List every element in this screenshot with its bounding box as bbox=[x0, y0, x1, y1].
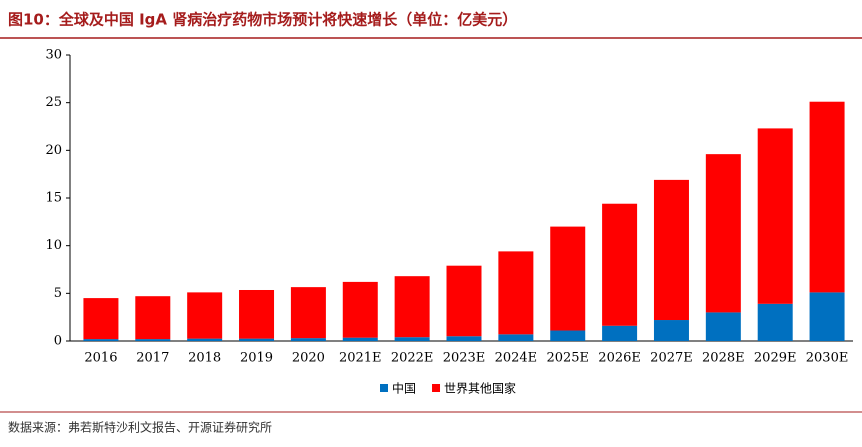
x-tick-label: 2021E bbox=[339, 351, 382, 366]
bar-segment bbox=[187, 338, 223, 341]
y-tick-label: 25 bbox=[45, 95, 62, 110]
bar-segment bbox=[653, 320, 689, 341]
y-tick-label: 5 bbox=[54, 286, 62, 301]
chart-title: 图10：全球及中国 IgA 肾病治疗药物市场预计将快速增长（单位：亿美元） bbox=[8, 11, 517, 29]
bar-segment bbox=[83, 339, 119, 341]
x-tick-label: 2027E bbox=[650, 351, 693, 366]
y-tick-label: 15 bbox=[45, 191, 62, 206]
x-tick-label: 2030E bbox=[806, 351, 849, 366]
x-tick-label: 2023E bbox=[443, 351, 486, 366]
x-tick-label: 2018 bbox=[188, 351, 221, 366]
bar-segment bbox=[135, 339, 171, 341]
source: 数据来源：弗若斯特沙利文报告、开源证券研究所 bbox=[8, 420, 272, 435]
bar-segment bbox=[757, 128, 793, 304]
bar-segment bbox=[290, 338, 326, 341]
bar-segment bbox=[602, 203, 638, 326]
x-tick-label: 2022E bbox=[391, 351, 434, 366]
legend-label: 世界其他国家 bbox=[444, 381, 516, 396]
bar-segment bbox=[705, 154, 741, 313]
legend-swatch bbox=[380, 384, 388, 392]
bar-segment bbox=[550, 330, 586, 341]
bar-segment bbox=[446, 336, 482, 341]
bar-segment bbox=[342, 281, 378, 338]
y-tick-label: 30 bbox=[45, 48, 62, 63]
x-tick-label: 2029E bbox=[754, 351, 797, 366]
x-tick-label: 2028E bbox=[702, 351, 745, 366]
bar-segment bbox=[550, 226, 586, 331]
bar-segment bbox=[239, 338, 275, 341]
bar-segment bbox=[342, 337, 378, 341]
x-tick-label: 2017 bbox=[136, 351, 169, 366]
bar-segment bbox=[498, 334, 534, 341]
bar-segment bbox=[653, 179, 689, 321]
bar-segment bbox=[705, 312, 741, 341]
bar-segment bbox=[602, 325, 638, 341]
bar-segment bbox=[446, 265, 482, 337]
bar-segment bbox=[83, 298, 119, 340]
x-tick-label: 2025E bbox=[546, 351, 589, 366]
bar-segment bbox=[290, 287, 326, 339]
x-tick-label: 2024E bbox=[495, 351, 538, 366]
bar-segment bbox=[187, 292, 223, 339]
bar-segment bbox=[394, 337, 430, 341]
bar-segment bbox=[394, 276, 430, 338]
legend-swatch bbox=[432, 384, 441, 392]
x-tick-label: 2019 bbox=[240, 351, 273, 366]
x-tick-label: 2026E bbox=[598, 351, 641, 366]
legend-label: 中国 bbox=[392, 381, 416, 396]
bar-segment bbox=[757, 303, 793, 341]
bar-segment bbox=[809, 101, 845, 293]
bar-segment bbox=[135, 296, 171, 340]
x-tick-label: 2016 bbox=[84, 351, 117, 366]
x-tick-label: 2020 bbox=[292, 351, 325, 366]
bar-segment bbox=[809, 292, 845, 341]
bar-segment bbox=[239, 289, 275, 339]
bar-segment bbox=[498, 251, 534, 335]
y-tick-label: 0 bbox=[54, 334, 62, 349]
y-tick-label: 20 bbox=[45, 143, 62, 158]
y-tick-label: 10 bbox=[45, 238, 62, 253]
